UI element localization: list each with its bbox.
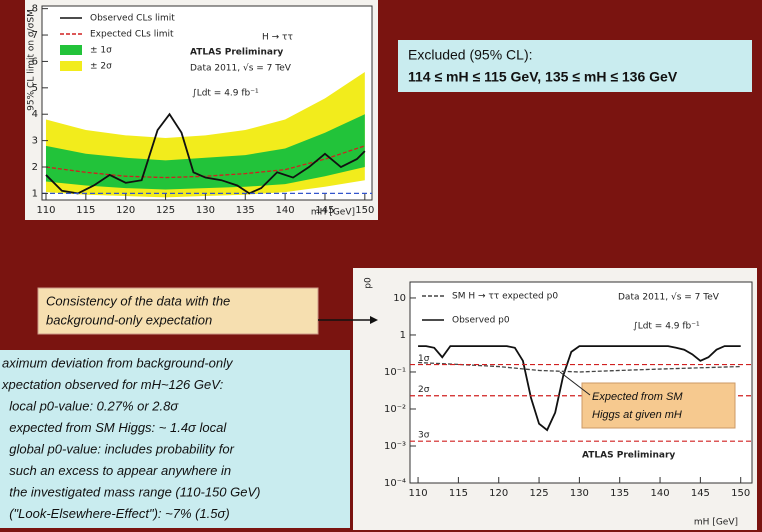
x-tick-label: 120	[489, 488, 508, 499]
annotation: ∫Ldt = 4.9 fb⁻¹	[192, 89, 259, 99]
summary-line: expected from SM Higgs: ~ 1.4σ local	[2, 420, 227, 435]
x-axis-label: mH [GeV]	[694, 518, 738, 528]
y-tick-label: 6	[32, 56, 38, 67]
summary-line: global p0-value: includes probability fo…	[2, 441, 235, 456]
x-tick-label: 135	[610, 488, 629, 499]
y-tick-label: 8	[32, 4, 38, 15]
reference-label: 2σ	[418, 385, 430, 395]
summary-box	[0, 350, 350, 528]
legend-label: Observed CLs limit	[90, 14, 175, 24]
annotation: Data 2011, √s = 7 TeV	[190, 63, 292, 74]
y-tick-label: 10⁻¹	[384, 367, 406, 378]
legend-label: SM H → ττ expected p0	[452, 292, 558, 302]
annotation: Data 2011, √s = 7 TeV	[618, 292, 720, 303]
x-tick-label: 145	[315, 205, 334, 216]
y-tick-label: 3	[32, 136, 38, 147]
x-tick-label: 115	[449, 488, 468, 499]
legend-swatch	[60, 61, 82, 71]
excluded-title: Excluded (95% CL):	[408, 47, 533, 63]
x-tick-label: 110	[409, 488, 428, 499]
legend-label: ± 1σ	[90, 46, 112, 56]
x-tick-label: 135	[236, 205, 255, 216]
y-tick-label: 4	[32, 109, 38, 120]
x-tick-label: 125	[156, 205, 175, 216]
x-tick-label: 115	[76, 205, 95, 216]
y-tick-label: 10⁻⁴	[384, 478, 406, 489]
summary-line: xpectation observed for mH~126 GeV:	[1, 377, 224, 392]
band	[45, 114, 365, 190]
legend-label: ± 2σ	[90, 62, 112, 72]
summary-line: such an excess to appear anywhere in	[2, 463, 231, 478]
consistency-line: background-only expectation	[46, 312, 212, 327]
x-tick-label: 110	[36, 205, 55, 216]
y-tick-label: 10⁻²	[384, 404, 406, 415]
legend-swatch	[60, 45, 82, 55]
x-tick-label: 130	[196, 205, 215, 216]
reference-label: 3σ	[418, 431, 430, 441]
summary-line: the investigated mass range (110-150 GeV…	[2, 484, 260, 499]
callout-box	[581, 382, 736, 429]
x-tick-label: 140	[276, 205, 295, 216]
y-tick-label: 5	[32, 83, 38, 94]
consistency-box	[37, 287, 319, 335]
x-axis-label: mH [GeV]	[311, 208, 355, 218]
callout-arrow	[559, 371, 591, 396]
y-tick-label: 1	[400, 330, 406, 341]
y-tick-label: 10⁻³	[384, 441, 406, 452]
summary-line: ("Look-Elsewhere-Effect"): ~7% (1.5σ)	[2, 506, 230, 521]
legend-label: Observed p0	[452, 316, 510, 326]
annotation: H → ττ	[262, 33, 293, 43]
arrow-head	[370, 316, 378, 324]
x-tick-label: 130	[570, 488, 589, 499]
x-tick-label: 145	[691, 488, 710, 499]
summary-line: aximum deviation from background-only	[2, 355, 234, 370]
x-tick-label: 125	[530, 488, 549, 499]
callout-line: Higgs at given mH	[592, 409, 682, 421]
x-tick-label: 120	[116, 205, 135, 216]
y-axis-label: p0	[364, 277, 374, 289]
series-line	[45, 112, 366, 195]
annotation: ∫Ldt = 4.9 fb⁻¹	[633, 322, 700, 332]
series-line	[45, 145, 366, 179]
y-tick-label: 2	[32, 162, 38, 173]
y-tick-label: 1	[32, 188, 38, 199]
excluded-box	[398, 40, 752, 92]
annotation: ATLAS Preliminary	[190, 48, 283, 58]
y-tick-label: 10	[393, 293, 406, 304]
y-tick-label: 7	[32, 30, 38, 41]
summary-line: local p0-value: 0.27% or 2.8σ	[2, 398, 179, 413]
excluded-ranges: 114 ≤ mH ≤ 115 GeV, 135 ≤ mH ≤ 136 GeV	[408, 69, 678, 85]
consistency-line: Consistency of the data with the	[46, 293, 230, 308]
reference-label: 1σ	[418, 354, 430, 364]
x-tick-label: 150	[731, 488, 750, 499]
y-axis-label: 95% CL limit on σ/σSM	[27, 9, 37, 111]
x-tick-label: 140	[651, 488, 670, 499]
legend-label: Expected CLs limit	[90, 30, 174, 40]
callout-line: Expected from SM	[592, 391, 683, 403]
series-line	[418, 345, 741, 432]
annotation: ATLAS Preliminary	[582, 451, 675, 461]
x-tick-label: 150	[355, 205, 374, 216]
